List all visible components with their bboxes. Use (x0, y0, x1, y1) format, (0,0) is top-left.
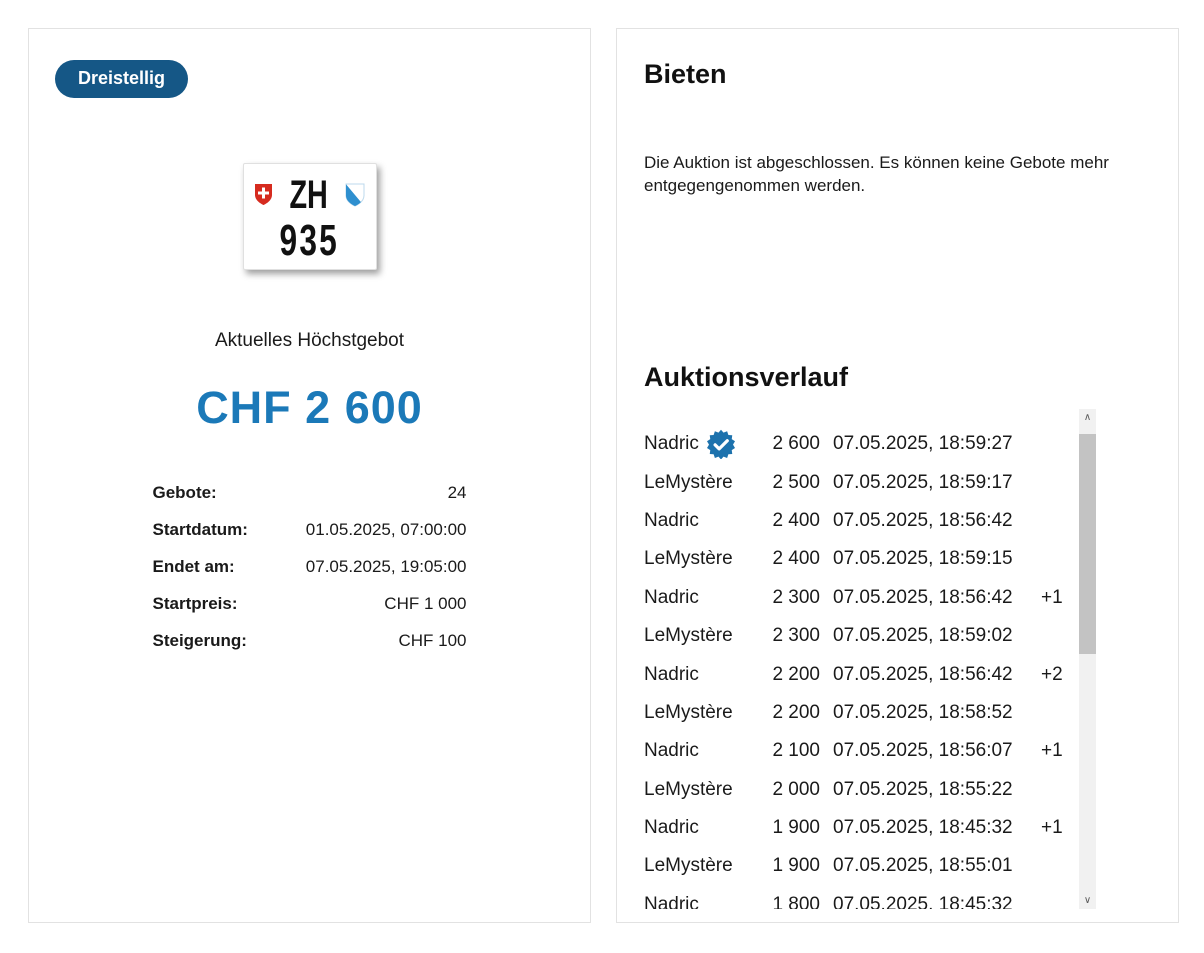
bid-row: LeMystère 2 500 07.05.2025, 18:59:17 (644, 463, 1079, 501)
bid-amount: 2 100 (772, 740, 820, 762)
bid-increment-note: +1 (1041, 817, 1063, 839)
bid-timestamp: 07.05.2025, 18:58:52 (833, 701, 1013, 723)
detail-label: Startdatum: (152, 519, 248, 539)
bid-amount: 2 600 (772, 433, 820, 455)
bid-timestamp: 07.05.2025, 18:56:42 (833, 663, 1013, 685)
bid-timestamp: 07.05.2025, 18:56:42 (833, 509, 1013, 531)
detail-value: CHF 100 (398, 630, 467, 650)
detail-label: Endet am: (152, 556, 235, 576)
bidder-name: Nadric (644, 893, 699, 909)
license-plate-area: ZH 935 (29, 163, 590, 270)
auction-details-table: Gebote: 24 Startdatum: 01.05.2025, 07:00… (153, 474, 467, 659)
bidder-name: Nadric (644, 663, 699, 685)
swiss-shield-icon (254, 183, 273, 206)
auction-closed-message: Die Auktion ist abgeschlossen. Es können… (644, 153, 1109, 196)
bid-row: Nadric 1 900 07.05.2025, 18:45:32 +1 (644, 809, 1079, 847)
bid-row: Nadric 2 100 07.05.2025, 18:56:07 +1 (644, 732, 1079, 770)
bid-timestamp: 07.05.2025, 18:55:22 (833, 778, 1013, 800)
bid-amount: 2 400 (772, 509, 820, 531)
bid-timestamp: 07.05.2025, 18:59:27 (833, 433, 1013, 455)
bid-amount: 1 800 (772, 893, 820, 909)
detail-label: Gebote: (152, 482, 217, 502)
bid-amount: 2 200 (772, 701, 820, 723)
history-section-title: Auktionsverlauf (644, 362, 849, 392)
plate-canton-code: ZH (289, 172, 329, 217)
bidder-name: LeMystère (644, 855, 733, 877)
detail-value: 07.05.2025, 19:05:00 (305, 556, 467, 576)
detail-value: CHF 1 000 (384, 593, 467, 613)
bidder-name: LeMystère (644, 471, 733, 493)
bid-timestamp: 07.05.2025, 18:56:42 (833, 586, 1013, 608)
bid-increment-note: +1 (1041, 586, 1063, 608)
bid-timestamp: 07.05.2025, 18:45:32 (833, 817, 1013, 839)
bid-amount: 2 300 (772, 625, 820, 647)
bid-row: LeMystère 2 200 07.05.2025, 18:58:52 (644, 694, 1079, 732)
bidder-name: Nadric (644, 433, 699, 455)
detail-row: Startdatum: 01.05.2025, 07:00:00 (153, 511, 467, 548)
bidder-name: Nadric (644, 817, 699, 839)
bid-row: Nadric 1 800 07.05.2025, 18:45:32 (644, 886, 1079, 909)
bidder-name: Nadric (644, 509, 699, 531)
zurich-shield-icon (345, 183, 365, 207)
bidding-card: Bieten Die Auktion ist abgeschlossen. Es… (616, 28, 1179, 923)
bid-list-scrollbar[interactable]: ∧ ∨ (1079, 409, 1096, 909)
category-badge: Dreistellig (55, 60, 189, 98)
bid-timestamp: 07.05.2025, 18:45:32 (833, 893, 1013, 909)
bidder-name: LeMystère (644, 778, 733, 800)
bid-timestamp: 07.05.2025, 18:59:17 (833, 471, 1013, 493)
bid-row: LeMystère 2 400 07.05.2025, 18:59:15 (644, 540, 1079, 578)
bid-amount: 2 400 (772, 548, 820, 570)
bid-amount: 2 000 (772, 778, 820, 800)
detail-value: 24 (447, 482, 467, 502)
detail-row: Startpreis: CHF 1 000 (153, 585, 467, 622)
bid-timestamp: 07.05.2025, 18:56:07 (833, 740, 1013, 762)
highest-bid-label: Aktuelles Höchstgebot (214, 330, 405, 351)
bid-timestamp: 07.05.2025, 18:59:15 (833, 548, 1013, 570)
bidder-name: LeMystère (644, 701, 733, 723)
plate-number: 935 (279, 215, 340, 265)
bid-row: Nadric 2 300 07.05.2025, 18:56:42 +1 (644, 579, 1079, 617)
bidder-name: LeMystère (644, 625, 733, 647)
detail-label: Startpreis: (152, 593, 238, 613)
bid-amount: 2 300 (772, 586, 820, 608)
auction-info-card: Dreistellig ZH (28, 28, 591, 923)
bid-history-list: Nadric 2 600 07.05.2025, 18:59:27 LeMyst… (644, 409, 1079, 909)
detail-label: Steigerung: (152, 630, 247, 650)
license-plate: ZH 935 (242, 163, 377, 270)
detail-row: Steigerung: CHF 100 (153, 622, 467, 659)
scrollbar-thumb[interactable] (1079, 434, 1096, 654)
bid-row: Nadric 2 200 07.05.2025, 18:56:42 +2 (644, 655, 1079, 693)
bidder-name: Nadric (644, 740, 699, 762)
bid-increment-note: +1 (1041, 740, 1063, 762)
verified-badge-icon (706, 429, 736, 460)
detail-row: Gebote: 24 (153, 474, 467, 511)
bid-row: LeMystère 2 000 07.05.2025, 18:55:22 (644, 771, 1079, 809)
bid-timestamp: 07.05.2025, 18:59:02 (833, 625, 1013, 647)
scroll-down-icon[interactable]: ∨ (1083, 894, 1092, 906)
scroll-up-icon[interactable]: ∧ (1083, 411, 1092, 423)
detail-row: Endet am: 07.05.2025, 19:05:00 (153, 548, 467, 585)
detail-value: 01.05.2025, 07:00:00 (305, 519, 467, 539)
bid-row: Nadric 2 400 07.05.2025, 18:56:42 (644, 502, 1079, 540)
bid-amount: 2 500 (772, 471, 820, 493)
highest-bid-value: CHF 2 600 (196, 382, 423, 433)
bid-row: Nadric 2 600 07.05.2025, 18:59:27 (644, 425, 1079, 463)
bidder-name: Nadric (644, 586, 699, 608)
bid-increment-note: +2 (1041, 663, 1063, 685)
bidding-section-title: Bieten (644, 59, 727, 89)
bid-timestamp: 07.05.2025, 18:55:01 (833, 855, 1013, 877)
bid-amount: 1 900 (772, 817, 820, 839)
bid-amount: 2 200 (772, 663, 820, 685)
bidder-name: LeMystère (644, 548, 733, 570)
bid-amount: 1 900 (772, 855, 820, 877)
bid-row: LeMystère 1 900 07.05.2025, 18:55:01 (644, 847, 1079, 885)
bid-row: LeMystère 2 300 07.05.2025, 18:59:02 (644, 617, 1079, 655)
